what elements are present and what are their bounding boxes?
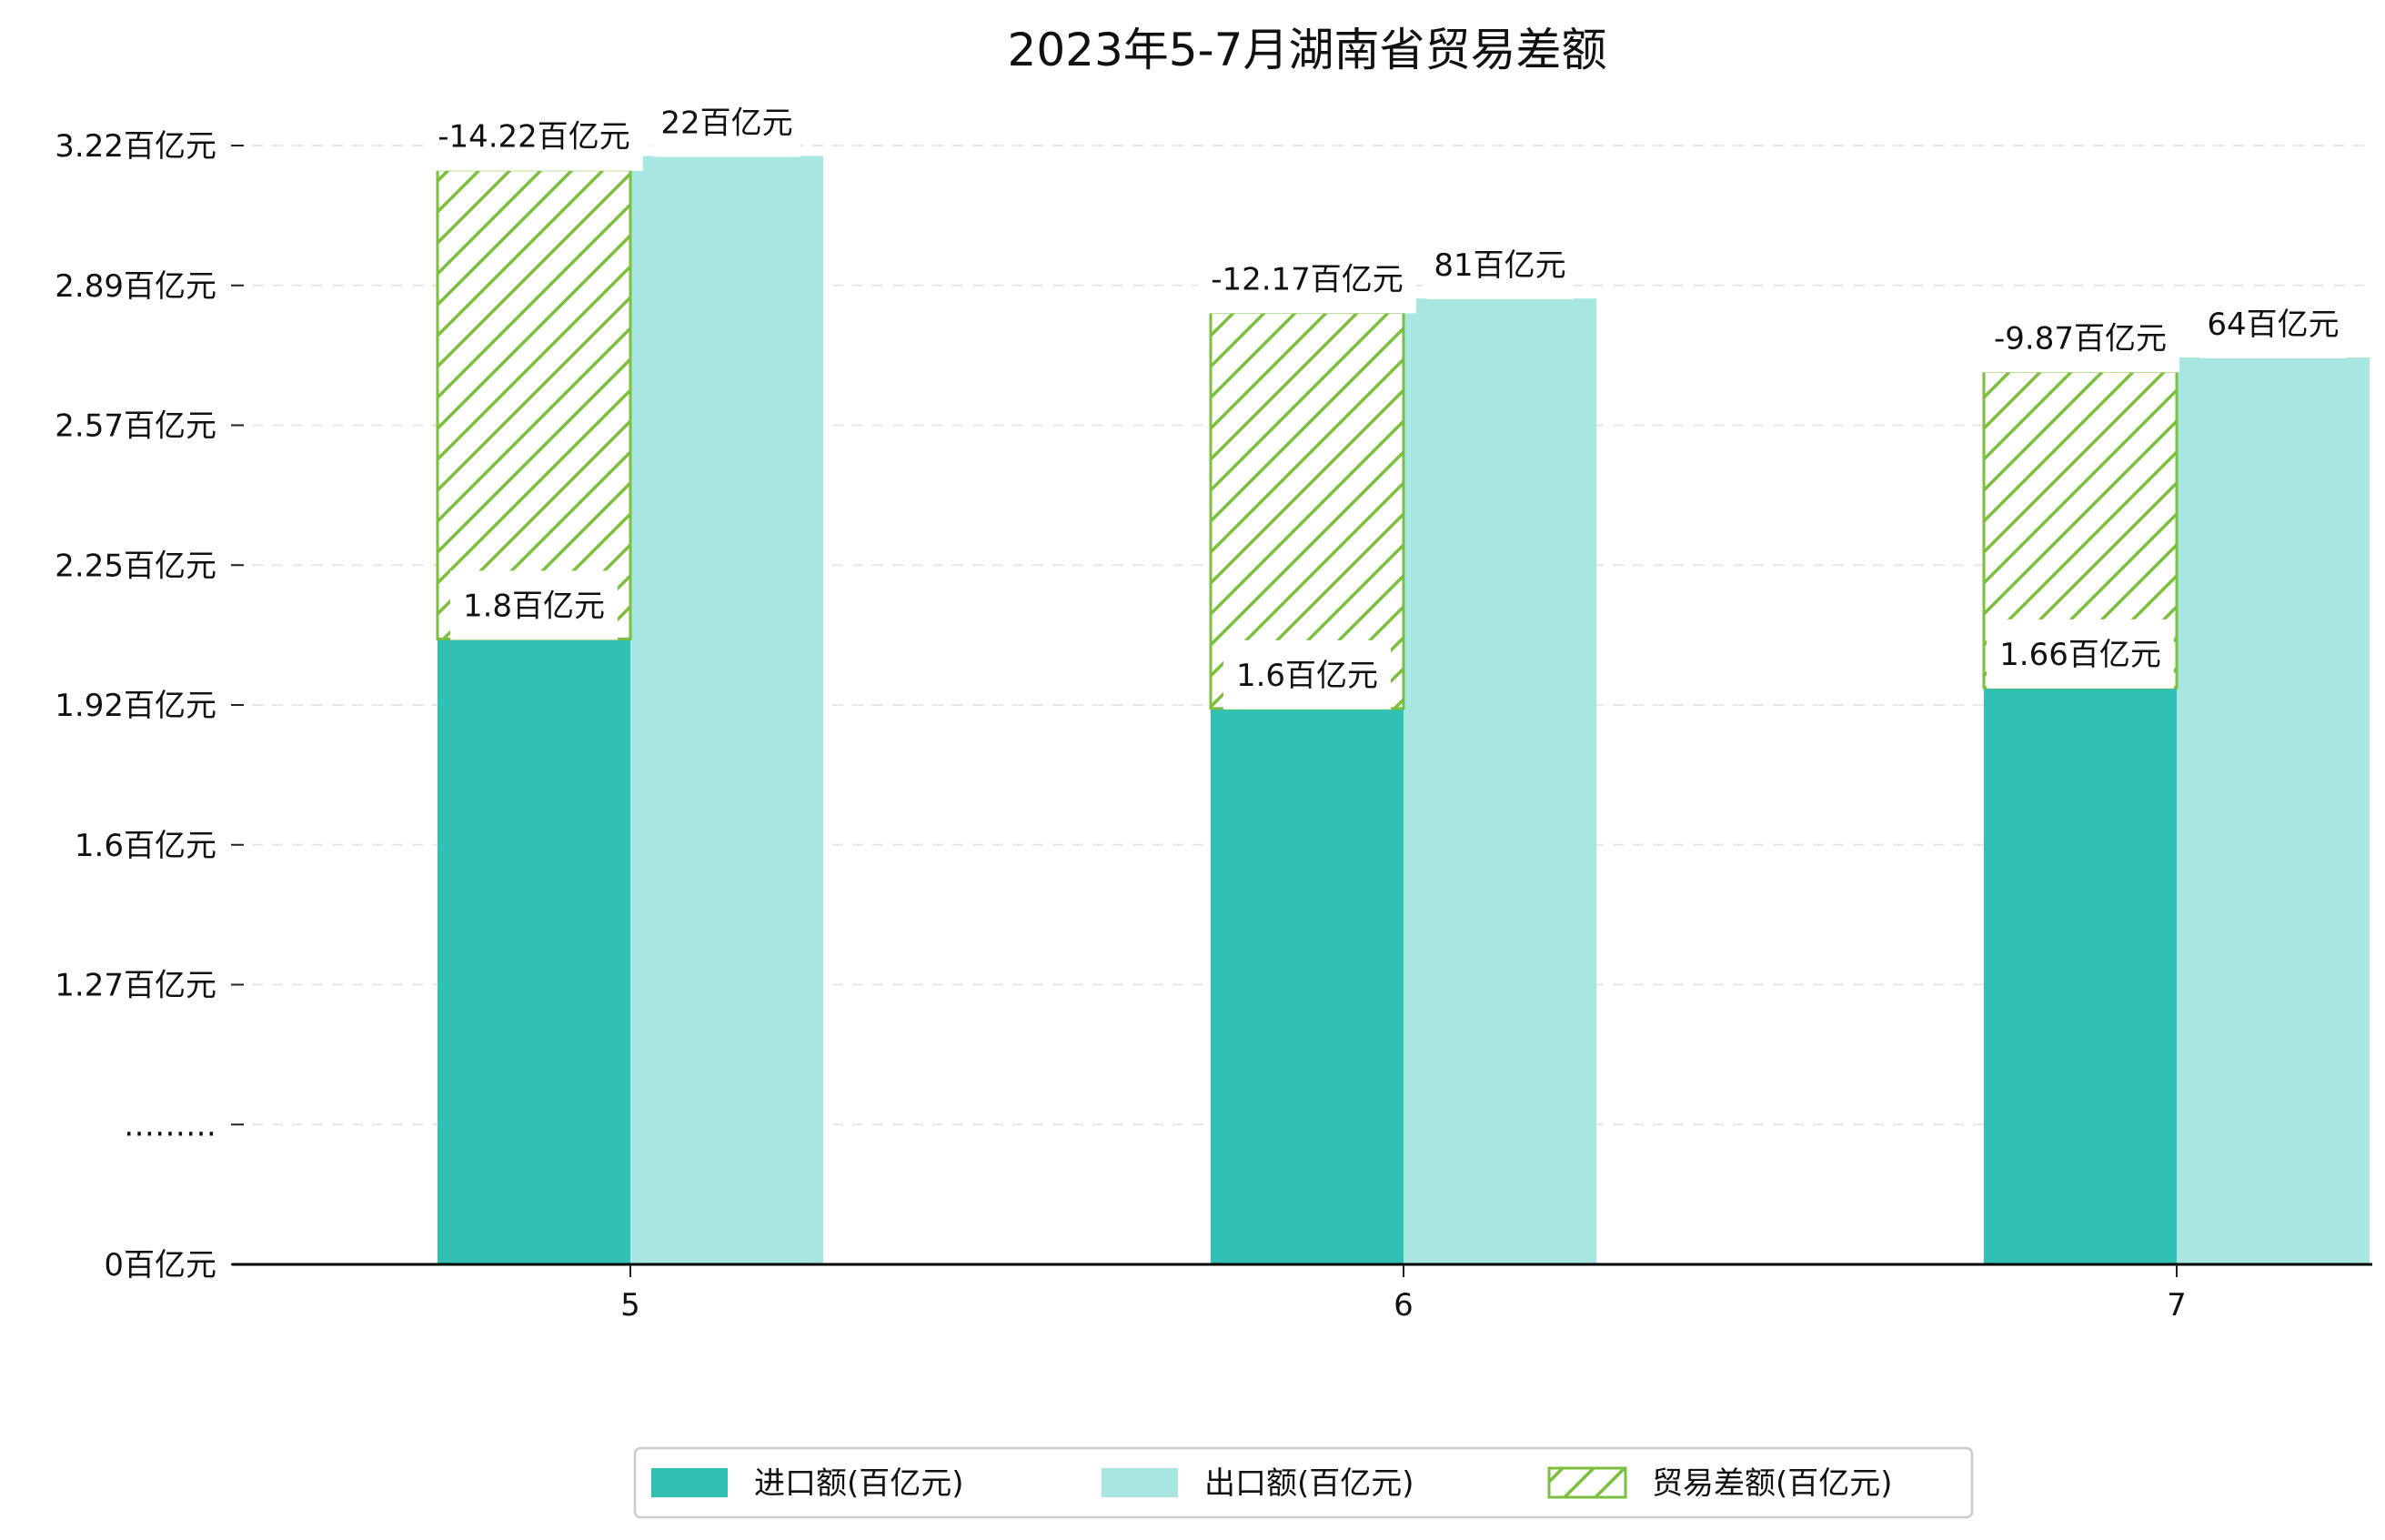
y-tick-label: 2.89百亿元: [55, 268, 216, 305]
y-tick-label: 1.92百亿元: [55, 688, 216, 724]
legend-label: 出口额(百亿元): [1204, 1465, 1414, 1502]
svg-text:-12.17百亿元: -12.17百亿元: [1211, 261, 1404, 297]
x-tick-label: 5: [620, 1287, 640, 1324]
export-bar: [1404, 298, 1596, 1265]
svg-text:1.66百亿元: 1.66百亿元: [1999, 637, 2161, 673]
chart-title: 2023年5-7月湖南省贸易差额: [1008, 24, 1607, 76]
y-tick-label: 1.6百亿元: [75, 828, 216, 864]
legend-label: 进口额(百亿元): [754, 1465, 964, 1502]
svg-text:-9.87百亿元: -9.87百亿元: [1994, 320, 2167, 357]
legend-item: 出口额(百亿元): [1102, 1465, 1414, 1502]
svg-text:-14.22百亿元: -14.22百亿元: [438, 119, 630, 156]
legend-swatch: [1547, 1466, 1627, 1499]
legend-box: [633, 1446, 1974, 1519]
data-labels: 1.8百亿元 -14.22百亿元 22百亿元 1.6百亿元 -12.17百亿元 81百亿元…: [425, 87, 2347, 710]
y-tick-label: 1.27百亿元: [55, 968, 216, 1004]
svg-text:81百亿元: 81百亿元: [1434, 247, 1565, 284]
data-label: 22百亿元: [653, 87, 800, 157]
trade-balance-bar: [436, 168, 632, 640]
svg-text:22百亿元: 22百亿元: [660, 105, 792, 141]
legend-swatch: [1102, 1468, 1178, 1497]
y-tick-label: 0百亿元: [104, 1247, 216, 1283]
data-label: 1.66百亿元: [1987, 619, 2174, 689]
export-bar: [630, 156, 823, 1265]
data-label: -12.17百亿元: [1198, 244, 1416, 314]
y-tick-label: ………: [124, 1107, 216, 1143]
export-bar: [2177, 357, 2370, 1264]
axes: 0百亿元 ……… 1.27百亿元 1.6百亿元 1.92百亿元 2.25百亿元 2.57百亿…: [55, 128, 2372, 1324]
legend-swatch: [651, 1468, 728, 1497]
x-tick-label: 7: [2167, 1287, 2187, 1324]
data-label: 1.6百亿元: [1223, 639, 1392, 710]
data-label: -9.87百亿元: [1981, 303, 2179, 373]
y-tick-label: 2.57百亿元: [55, 408, 216, 445]
import-bar: [1984, 687, 2177, 1264]
legend-item: 进口额(百亿元): [651, 1465, 964, 1502]
data-label: -14.22百亿元: [425, 101, 643, 171]
data-label: 64百亿元: [2199, 289, 2347, 359]
svg-text:1.8百亿元: 1.8百亿元: [463, 588, 605, 624]
legend-item: 贸易差额(百亿元): [1547, 1465, 1893, 1502]
y-tick-label: 3.22百亿元: [55, 128, 216, 165]
x-tick-label: 6: [1394, 1287, 1414, 1324]
y-tick-label: 2.25百亿元: [55, 548, 216, 584]
svg-text:64百亿元: 64百亿元: [2207, 307, 2339, 343]
svg-text:1.6百亿元: 1.6百亿元: [1236, 658, 1378, 694]
import-bar: [1211, 708, 1404, 1264]
data-label: 81百亿元: [1426, 230, 1574, 300]
import-bar: [438, 639, 630, 1264]
legend: 进口额(百亿元) 出口额(百亿元) 贸易差额(百亿元): [633, 1446, 1974, 1519]
data-label: 1.8百亿元: [449, 570, 619, 640]
legend-label: 贸易差额(百亿元): [1652, 1465, 1893, 1502]
